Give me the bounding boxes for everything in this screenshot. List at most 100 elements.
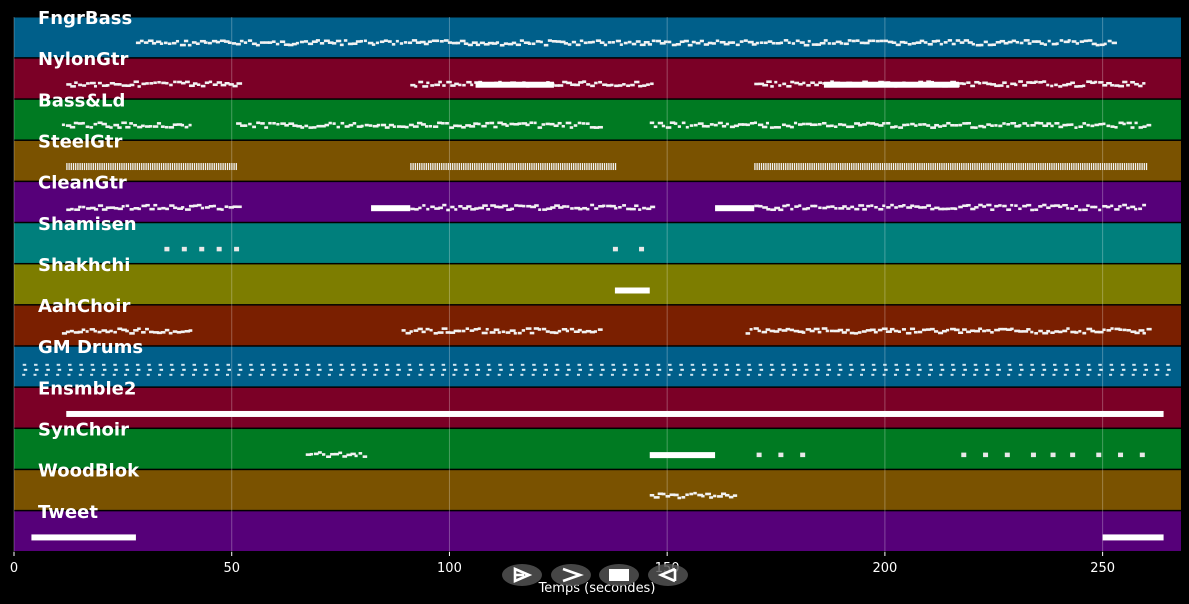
note-segment [78, 373, 82, 376]
note-segment [247, 39, 253, 42]
note-segment [541, 327, 547, 331]
note-segment [1146, 123, 1152, 127]
note-segment [735, 43, 740, 47]
note-segment [947, 163, 950, 171]
note-segment [903, 163, 906, 171]
note-segment [502, 204, 508, 208]
note-segment [1078, 208, 1082, 212]
note-segment [185, 80, 190, 84]
note-segment [373, 363, 378, 366]
note-segment [533, 368, 537, 371]
note-segment [966, 203, 971, 207]
note-segment [824, 163, 826, 171]
note-segment [454, 82, 459, 86]
note-segment [669, 368, 673, 371]
forward-button[interactable] [551, 564, 591, 586]
note-segment [68, 368, 73, 371]
note-segment [101, 84, 108, 87]
note-segment [476, 163, 478, 171]
note-segment [474, 163, 476, 171]
note-segment [1006, 123, 1010, 126]
note-segment [592, 163, 595, 171]
note-segment [81, 163, 83, 171]
note-segment [181, 363, 185, 366]
note-segment [657, 121, 664, 125]
note-segment [1049, 163, 1051, 171]
note-segment [778, 84, 782, 87]
note-segment [97, 121, 103, 125]
note-segment [1010, 203, 1014, 207]
note-segment [943, 41, 948, 44]
note-segment [113, 83, 120, 86]
note-segment [1109, 373, 1113, 376]
note-segment [441, 363, 446, 366]
note-segment [618, 205, 622, 209]
note-segment [649, 121, 655, 125]
note-segment [1114, 327, 1121, 331]
note-segment [121, 121, 127, 125]
note-segment [811, 43, 818, 46]
note-segment [1106, 205, 1111, 209]
play-button[interactable] [502, 564, 542, 586]
note-segment [855, 39, 860, 42]
note-segment [1070, 207, 1075, 210]
note-segment [469, 163, 471, 171]
note-segment [587, 41, 593, 44]
note-segment [180, 163, 182, 171]
note-segment [236, 205, 242, 209]
forward-icon [562, 567, 584, 583]
note-segment [380, 123, 387, 127]
note-segment [559, 163, 562, 171]
note-segment [778, 452, 784, 458]
note-segment [754, 163, 756, 171]
note-segment [1106, 329, 1112, 332]
note-segment [178, 163, 180, 171]
note-segment [543, 363, 548, 366]
note-segment [872, 368, 877, 371]
note-segment [260, 122, 265, 125]
note-segment [801, 122, 806, 126]
note-segment [1154, 373, 1158, 376]
note-segment [758, 163, 760, 171]
note-segment [436, 163, 438, 171]
note-segment [145, 163, 147, 171]
stop-icon [609, 569, 629, 581]
note-segment [157, 207, 162, 211]
rewind-button[interactable] [648, 564, 688, 586]
note-segment [105, 125, 111, 129]
note-segment [1038, 163, 1040, 171]
note-segment [871, 39, 876, 43]
note-segment [639, 43, 646, 47]
note-segment [169, 83, 173, 87]
note-segment [623, 41, 628, 45]
note-segment [822, 163, 824, 171]
note-segment [798, 163, 800, 171]
note-segment [551, 39, 557, 43]
stop-button[interactable] [599, 564, 639, 586]
note-segment [570, 163, 573, 171]
note-segment [1114, 84, 1120, 87]
note-segment [410, 83, 416, 87]
note-segment [805, 328, 812, 331]
note-segment [921, 163, 923, 171]
note-segment [101, 122, 107, 126]
note-segment [760, 163, 763, 171]
note-segment [926, 204, 932, 207]
note-segment [858, 204, 865, 207]
note-segment [1090, 163, 1093, 171]
note-segment [1134, 207, 1138, 211]
note-segment [509, 373, 513, 376]
note-segment [185, 163, 187, 171]
note-segment [829, 329, 834, 333]
note-segment [1121, 368, 1126, 371]
note-segment [33, 373, 37, 376]
note-segment [156, 122, 162, 125]
note-segment [1134, 82, 1139, 86]
note-segment [622, 83, 626, 86]
note-segment [879, 39, 884, 43]
grid-lines [13, 17, 1104, 552]
note-segment [288, 122, 295, 125]
note-segment [497, 331, 501, 334]
note-segment [507, 42, 514, 46]
note-segment [877, 328, 883, 332]
